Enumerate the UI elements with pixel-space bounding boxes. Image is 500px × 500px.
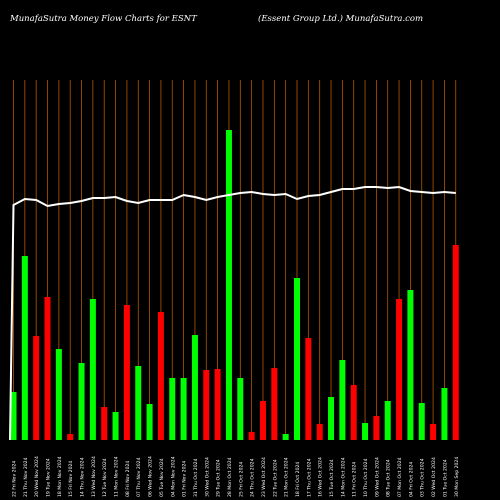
money-flow-bar	[33, 336, 40, 440]
money-flow-bar	[225, 130, 232, 440]
money-flow-bar	[78, 363, 85, 440]
x-tick-label: 01 Fri Nov 2024	[182, 461, 188, 497]
money-flow-bar	[248, 432, 255, 440]
x-tick-label: 08 Fri Nov 2024	[125, 461, 131, 497]
money-flow-bar	[180, 378, 187, 440]
x-tick-label: 09 Wed Oct 2024	[374, 457, 380, 497]
money-flow-bar	[430, 424, 437, 440]
money-flow-bar	[157, 312, 164, 440]
chart-header: MunafaSutra Money Flow Charts for ESNT (…	[0, 14, 500, 30]
money-flow-bar	[67, 434, 74, 440]
x-tick-label: 02 Wed Oct 2024	[431, 457, 437, 497]
money-flow-bar	[328, 397, 335, 440]
x-tick-label: 21 Mon Oct 2024	[284, 457, 290, 497]
money-flow-bar	[282, 434, 289, 440]
x-tick-label: 01 Tue Oct 2024	[442, 459, 448, 497]
money-flow-bar	[339, 360, 346, 440]
x-tick-label: 03 Thu Oct 2024	[420, 458, 426, 497]
x-tick-label: 28 Mon Oct 2024	[227, 457, 233, 497]
money-flow-bar	[271, 368, 278, 440]
money-flow-bar	[21, 256, 28, 440]
x-tick-label: 15 Tue Oct 2024	[329, 459, 335, 497]
x-tick-label: 25 Fri Oct 2024	[238, 462, 244, 497]
x-tick-label: 22 Tue Oct 2024	[272, 459, 278, 497]
money-flow-bar	[294, 278, 300, 440]
money-flow-bar	[441, 388, 448, 440]
money-flow-bar	[10, 392, 17, 440]
x-tick-label: 10 Thu Oct 2024	[363, 458, 369, 497]
x-tick-label: 31 Thu Oct 2024	[193, 458, 199, 497]
money-flow-bar	[191, 335, 198, 440]
x-tick-label: 05 Tue Nov 2024	[159, 458, 165, 497]
money-flow-bar	[362, 423, 369, 440]
x-tick-label: 14 Mon Oct 2024	[340, 457, 346, 497]
x-tick-label: 20 Wed Nov 2024	[34, 456, 40, 497]
x-tick-label: 30 Mon Sep 2024	[454, 457, 460, 497]
x-tick-label: 23 Wed Oct 2024	[261, 457, 267, 497]
x-tick-label: 11 Fri Oct 2024	[352, 462, 358, 497]
money-flow-bar	[396, 299, 403, 440]
money-flow-bar	[452, 245, 459, 440]
x-tick-label: 17 Thu Oct 2024	[306, 458, 312, 497]
money-flow-bar	[112, 412, 119, 440]
price-line	[9, 185, 456, 441]
x-tick-label: 04 Mon Nov 2024	[170, 456, 176, 497]
money-flow-bar	[259, 401, 266, 440]
x-tick-label: 14 Thu Nov 2024	[80, 457, 86, 497]
x-tick-label: 29 Tue Oct 2024	[216, 459, 222, 497]
x-tick-label: 21 Thu Nov 2024	[23, 457, 29, 497]
money-flow-bar	[169, 378, 176, 440]
money-flow-bar	[316, 424, 323, 440]
x-tick-label: 22 Fri Nov 2024	[12, 461, 18, 497]
x-tick-label: 24 Thu Oct 2024	[250, 458, 256, 497]
money-flow-bar	[237, 378, 244, 440]
chart-company: (Essent Group Ltd.) MunafaSutra.com	[258, 14, 424, 24]
x-tick-label: 15 Fri Nov 2024	[68, 461, 74, 497]
x-tick-label: 04 Fri Oct 2024	[408, 462, 414, 497]
money-flow-bar	[305, 338, 312, 440]
money-flow-bar	[373, 416, 380, 440]
x-tick-label: 19 Tue Nov 2024	[46, 458, 52, 497]
money-flow-bar	[101, 407, 108, 440]
money-flow-bar	[384, 401, 391, 440]
x-tick-label: 18 Fri Oct 2024	[295, 462, 301, 497]
x-tick-label: 18 Mon Nov 2024	[57, 456, 63, 497]
money-flow-bar	[214, 369, 221, 440]
money-flow-bar	[123, 305, 130, 440]
money-flow-bar	[418, 403, 425, 440]
x-tick-label: 12 Tue Nov 2024	[102, 458, 108, 497]
money-flow-bar	[89, 299, 96, 440]
x-tick-label: 16 Wed Oct 2024	[318, 457, 324, 497]
x-tick-label: 07 Mon Oct 2024	[397, 457, 403, 497]
x-tick-label: 07 Thu Nov 2024	[136, 457, 142, 497]
money-flow-bar	[55, 349, 62, 440]
chart-title: MunafaSutra Money Flow Charts for ESNT	[10, 14, 197, 24]
x-tick-label: 30 Wed Oct 2024	[204, 457, 210, 497]
money-flow-bar	[407, 290, 414, 440]
money-flow-bar	[135, 366, 142, 440]
money-flow-bar	[146, 404, 153, 440]
money-flow-bar	[44, 297, 51, 440]
x-tick-label: 11 Mon Nov 2024	[114, 456, 120, 497]
x-tick-label: 08 Tue Oct 2024	[386, 459, 392, 497]
money-flow-bar	[203, 370, 210, 440]
x-tick-label: 06 Wed Nov 2024	[148, 456, 154, 497]
money-flow-bar	[350, 385, 357, 440]
x-tick-label: 13 Wed Nov 2024	[91, 456, 97, 497]
